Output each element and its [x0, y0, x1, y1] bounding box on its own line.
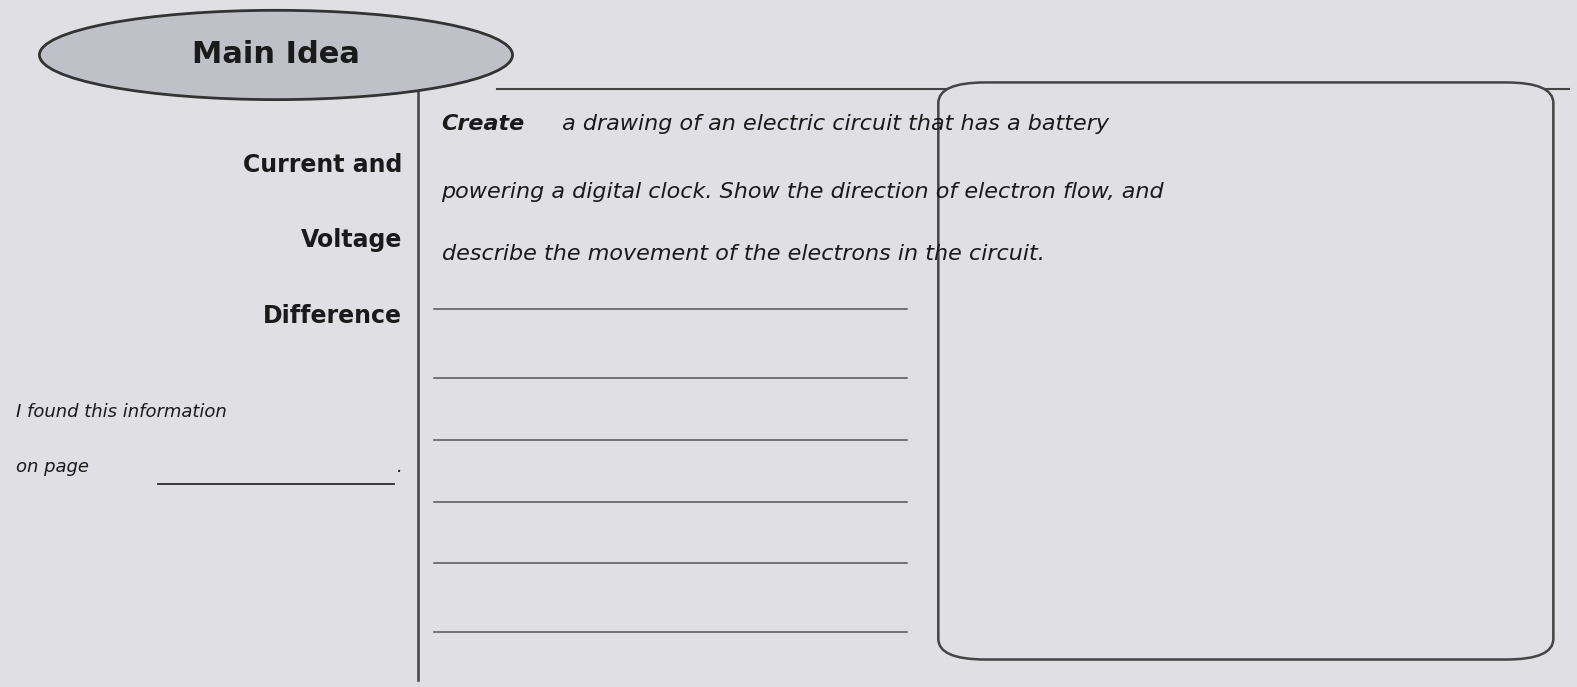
- Text: describe the movement of the electrons in the circuit.: describe the movement of the electrons i…: [442, 244, 1044, 264]
- Ellipse shape: [39, 10, 513, 100]
- Text: Difference: Difference: [263, 304, 402, 328]
- Text: on page: on page: [16, 458, 88, 476]
- Text: Current and: Current and: [243, 153, 402, 177]
- Text: Main Idea: Main Idea: [192, 41, 360, 69]
- FancyBboxPatch shape: [938, 82, 1553, 660]
- Text: I found this information: I found this information: [16, 403, 227, 421]
- Text: powering a digital clock. Show the direction of electron flow, and: powering a digital clock. Show the direc…: [442, 182, 1164, 203]
- Text: Voltage: Voltage: [301, 229, 402, 252]
- Text: a drawing of an electric circuit that has a battery: a drawing of an electric circuit that ha…: [555, 113, 1109, 134]
- Text: .: .: [397, 458, 404, 476]
- Text: Create: Create: [442, 113, 525, 134]
